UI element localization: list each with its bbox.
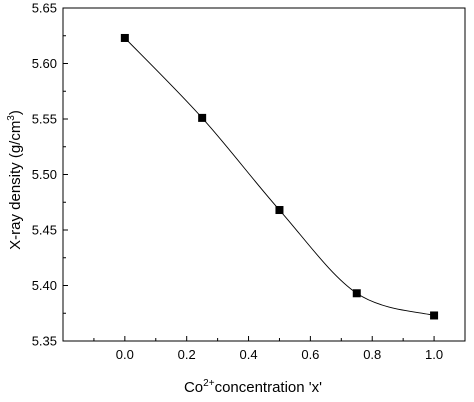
x-tick-label: 0.6 (301, 347, 319, 362)
y-tick-label: 5.55 (32, 112, 57, 127)
y-axis-label-sup: 3 (6, 115, 17, 121)
x-axis-label-rest: concentration 'x' (215, 379, 323, 396)
x-tick-label: 0.0 (116, 347, 134, 362)
y-tick-label: 5.65 (32, 1, 57, 16)
fit-curve (124, 37, 435, 316)
x-tick-label: 1.0 (425, 347, 443, 362)
plot-border (62, 7, 466, 342)
x-tick-label: 0.4 (239, 347, 257, 362)
x-tick-label: 0.8 (363, 347, 381, 362)
y-axis-label: X-ray density (g/cm3) (6, 110, 24, 250)
y-axis: 5.35 5.40 5.45 5.50 5.55 5.60 5.65 (32, 1, 68, 349)
y-tick-label: 5.45 (32, 223, 57, 238)
y-tick-label: 5.60 (32, 56, 57, 71)
data-point (352, 289, 361, 298)
x-axis: 0.0 0.2 0.4 0.6 0.8 1.0 (93, 336, 466, 362)
y-axis-label-rest: ) (7, 110, 24, 115)
y-tick-label: 5.40 (32, 278, 57, 293)
plot-frame (62, 7, 466, 342)
x-axis-label-base: Co (184, 379, 203, 396)
x-axis-label: Co2+concentration 'x' (184, 378, 322, 396)
y-axis-label-base: X-ray density (g/cm (7, 121, 24, 250)
x-axis-label-sup: 2+ (203, 378, 215, 389)
data-point (430, 311, 439, 320)
y-tick-label: 5.50 (32, 167, 57, 182)
x-tick-label: 0.2 (178, 347, 196, 362)
data-point (275, 206, 284, 215)
data-point (198, 113, 207, 122)
data-markers (120, 33, 439, 320)
data-point (120, 33, 129, 42)
y-tick-label: 5.35 (32, 334, 57, 349)
